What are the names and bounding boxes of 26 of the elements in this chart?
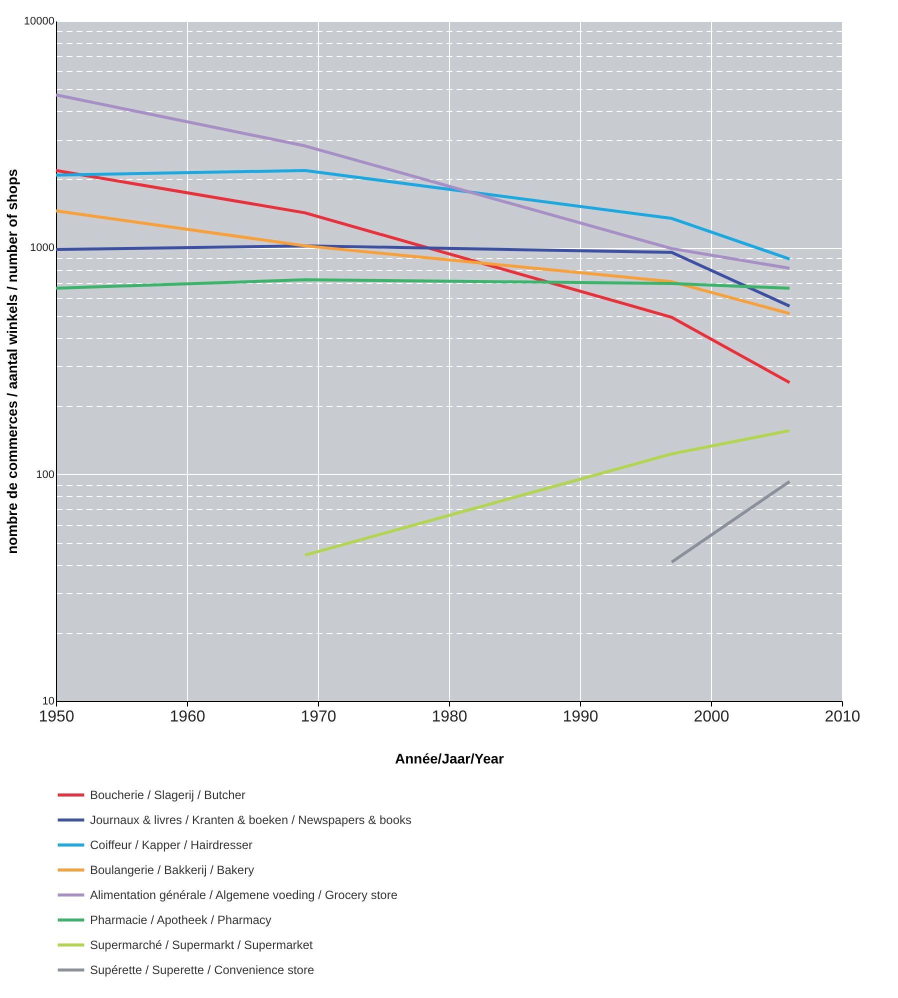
x-tick-label: 2010 [824, 708, 860, 726]
legend-label: Alimentation générale / Algemene voeding / Grocery store [90, 888, 398, 902]
y-tick-label: 100 [36, 468, 54, 481]
x-axis-title: Année/Jaar/Year [395, 750, 505, 766]
legend-label: Coiffeur / Kapper / Hairdresser [90, 838, 253, 852]
y-tick-label: 10000 [24, 16, 54, 28]
y-axis-title: nombre de commerces / aantal winkels / number of shops [4, 168, 20, 554]
line-series [54, 209, 792, 316]
legend-label: Boulangerie / Bakkerij / Bakery [90, 863, 254, 877]
x-tick-label: 1960 [170, 708, 206, 726]
y-tick-label: 10 [42, 696, 54, 708]
y-tick-label: 1000 [30, 242, 54, 254]
x-tick-label: 1950 [38, 708, 74, 726]
x-tick-label: 1980 [432, 708, 468, 726]
line-series [54, 169, 792, 384]
legend-label: Pharmacie / Apotheek / Pharmacy [90, 913, 272, 927]
line-series [54, 93, 792, 270]
x-tick-label: 2000 [694, 708, 730, 726]
legend-label: Supérette / Superette / Convenience store [90, 963, 314, 977]
x-tick-label: 1970 [300, 708, 336, 726]
legend-label: Supermarché / Supermarkt / Supermarket [90, 938, 314, 952]
line-series [54, 169, 792, 261]
legend-label: Boucherie / Slagerij / Butcher [90, 788, 246, 802]
legend-label: Journaux & livres / Kranten & boeken / Newspapers & books [90, 813, 412, 827]
x-tick-label: 1990 [562, 708, 598, 726]
line-series [54, 244, 792, 308]
